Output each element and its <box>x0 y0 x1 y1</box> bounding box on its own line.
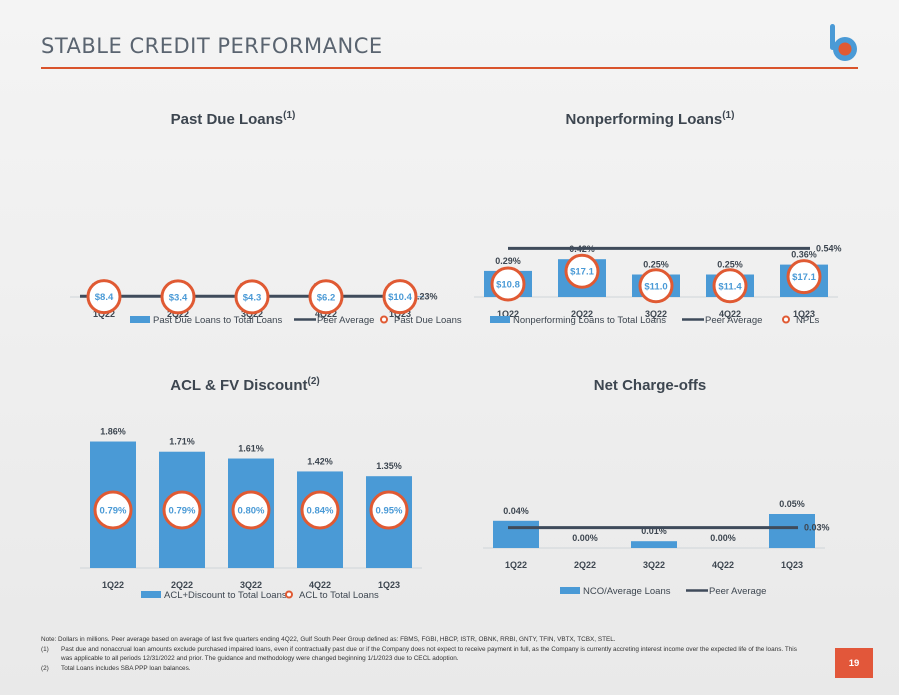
past-due-chart: 0.22%1Q220.08%2Q220.10%3Q220.13%4Q220.22… <box>70 279 462 326</box>
legend-label: Nonperforming Loans to Total Loans <box>513 315 666 326</box>
peer-average-label: 0.03% <box>804 523 830 533</box>
legend-swatch-bar <box>141 591 161 598</box>
value-circle <box>308 279 344 315</box>
circle-value-label: 0.95% <box>376 506 403 517</box>
value-circle <box>638 268 674 304</box>
value-circle <box>86 279 122 315</box>
bar <box>769 514 815 548</box>
legend-label: ACL to Total Loans <box>299 590 379 601</box>
nco-chart: 0.04% 1Q22 0.00% 2Q22 0.01% 3Q22 0.00% 4Q22 0.05… <box>483 499 830 597</box>
legend-label: Peer Average <box>709 586 766 597</box>
bar-value-label: 0.29% <box>495 256 521 266</box>
acl-chart: 1.86% 1Q22 1.71% 2Q22 1.61% 3Q22 1.42% 4Q22 1.35… <box>80 427 422 601</box>
value-circle <box>712 268 748 304</box>
x-tick-label: 1Q23 <box>378 580 400 590</box>
x-tick-label: 4Q22 <box>719 309 741 319</box>
legend-label: Peer Average <box>317 315 374 326</box>
circle-value-label: 0.84% <box>307 506 334 517</box>
legend-swatch-bar <box>490 316 510 323</box>
circle-value-label: $17.1 <box>792 272 816 283</box>
bar-value-label: 1.42% <box>307 456 333 466</box>
bar-value-label: 0.00% <box>710 533 736 543</box>
x-tick-label: 1Q23 <box>793 309 815 319</box>
npl-chart-title: Nonperforming Loans(1) <box>565 110 735 128</box>
acl-chart-title: ACL & FV Discount(2) <box>170 376 320 394</box>
bar-value-label: 1.86% <box>100 427 126 437</box>
footnotes: Note: Dollars in millions. Peer average … <box>41 635 801 673</box>
bar-value-label: 0.00% <box>572 533 598 543</box>
peer-average-label: 0.23% <box>412 291 438 301</box>
circle-value-label: $10.4 <box>388 292 412 303</box>
legend-swatch-circle <box>380 315 388 324</box>
circle-value-label: $11.0 <box>644 281 667 292</box>
bar-value-label: 0.05% <box>779 499 805 509</box>
legend-label: ACL+Discount to Total Loans <box>164 590 287 601</box>
x-tick-label: 2Q22 <box>571 309 593 319</box>
circle-value-label: $4.3 <box>243 292 262 303</box>
x-tick-label: 3Q22 <box>240 580 262 590</box>
circle-value-label: $10.8 <box>496 279 520 290</box>
value-circle <box>300 490 340 530</box>
legend-label: Past Due Loans to Total Loans <box>153 315 282 326</box>
x-tick-label: 1Q22 <box>497 309 519 319</box>
legend-label: Past Due Loans <box>394 315 462 326</box>
value-circle <box>490 266 526 302</box>
circle-value-label: 0.79% <box>169 506 196 517</box>
bar-value-label: 0.25% <box>643 260 669 270</box>
bar <box>631 541 677 548</box>
legend-label: NPLs <box>796 315 819 326</box>
x-tick-label: 1Q22 <box>505 560 527 570</box>
legend-swatch-bar <box>560 587 580 594</box>
x-tick-label: 3Q22 <box>645 309 667 319</box>
legend-label: NCO/Average Loans <box>583 586 671 597</box>
legend-swatch-circle <box>782 315 790 324</box>
page-number: 19 <box>835 648 873 678</box>
company-logo-icon <box>830 24 857 61</box>
bar-value-label: 1.61% <box>238 444 264 454</box>
footnote-note: Note: Dollars in millions. Peer average … <box>41 636 616 643</box>
bar-value-label: 0.01% <box>641 526 667 536</box>
bar-value-label: 0.04% <box>503 506 529 516</box>
circle-value-label: $11.4 <box>718 281 742 292</box>
peer-average-label: 0.54% <box>816 243 842 253</box>
value-circle <box>786 259 822 295</box>
value-circle <box>382 279 418 315</box>
x-tick-label: 3Q22 <box>643 560 665 570</box>
circle-value-label: $17.1 <box>570 267 594 278</box>
npl-chart: 0.29%1Q220.42%2Q220.25%3Q220.25%4Q220.36… <box>474 243 842 326</box>
nco-chart-title: Net Charge-offs <box>593 377 707 394</box>
legend-swatch-circle <box>285 590 293 599</box>
x-tick-label: 2Q22 <box>171 580 193 590</box>
x-tick-label: 1Q22 <box>102 580 124 590</box>
circle-value-label: $6.2 <box>317 292 336 303</box>
x-tick-label: 1Q23 <box>781 560 803 570</box>
legend-label: Peer Average <box>705 315 762 326</box>
value-circle <box>160 279 196 315</box>
value-circle <box>231 490 271 530</box>
value-circle <box>162 490 202 530</box>
footnote-1: (1) Past due and nonaccrual loan amounts… <box>41 645 797 663</box>
bar-value-label: 1.71% <box>169 437 195 447</box>
circle-value-label: $3.4 <box>169 292 188 303</box>
value-circle <box>564 253 600 289</box>
value-circle <box>93 490 133 530</box>
bar <box>493 520 539 548</box>
bar-value-label: 0.25% <box>717 260 743 270</box>
value-circle <box>234 279 270 315</box>
bar-value-label: 0.36% <box>791 250 817 260</box>
circle-value-label: 0.79% <box>100 506 127 517</box>
footnote-2: (2) Total Loans includes SBA PPP loan ba… <box>41 664 191 672</box>
x-tick-label: 4Q22 <box>712 560 734 570</box>
circle-value-label: 0.80% <box>238 506 265 517</box>
x-tick-label: 2Q22 <box>574 560 596 570</box>
past-due-chart-title: Past Due Loans(1) <box>170 110 296 128</box>
x-tick-label: 4Q22 <box>309 580 331 590</box>
circle-value-label: $8.4 <box>95 292 114 303</box>
value-circle <box>369 490 409 530</box>
legend-swatch-bar <box>130 316 150 323</box>
bar-value-label: 1.35% <box>376 461 402 471</box>
page-title: STABLE CREDIT PERFORMANCE <box>41 34 383 58</box>
title-rule <box>41 67 858 69</box>
